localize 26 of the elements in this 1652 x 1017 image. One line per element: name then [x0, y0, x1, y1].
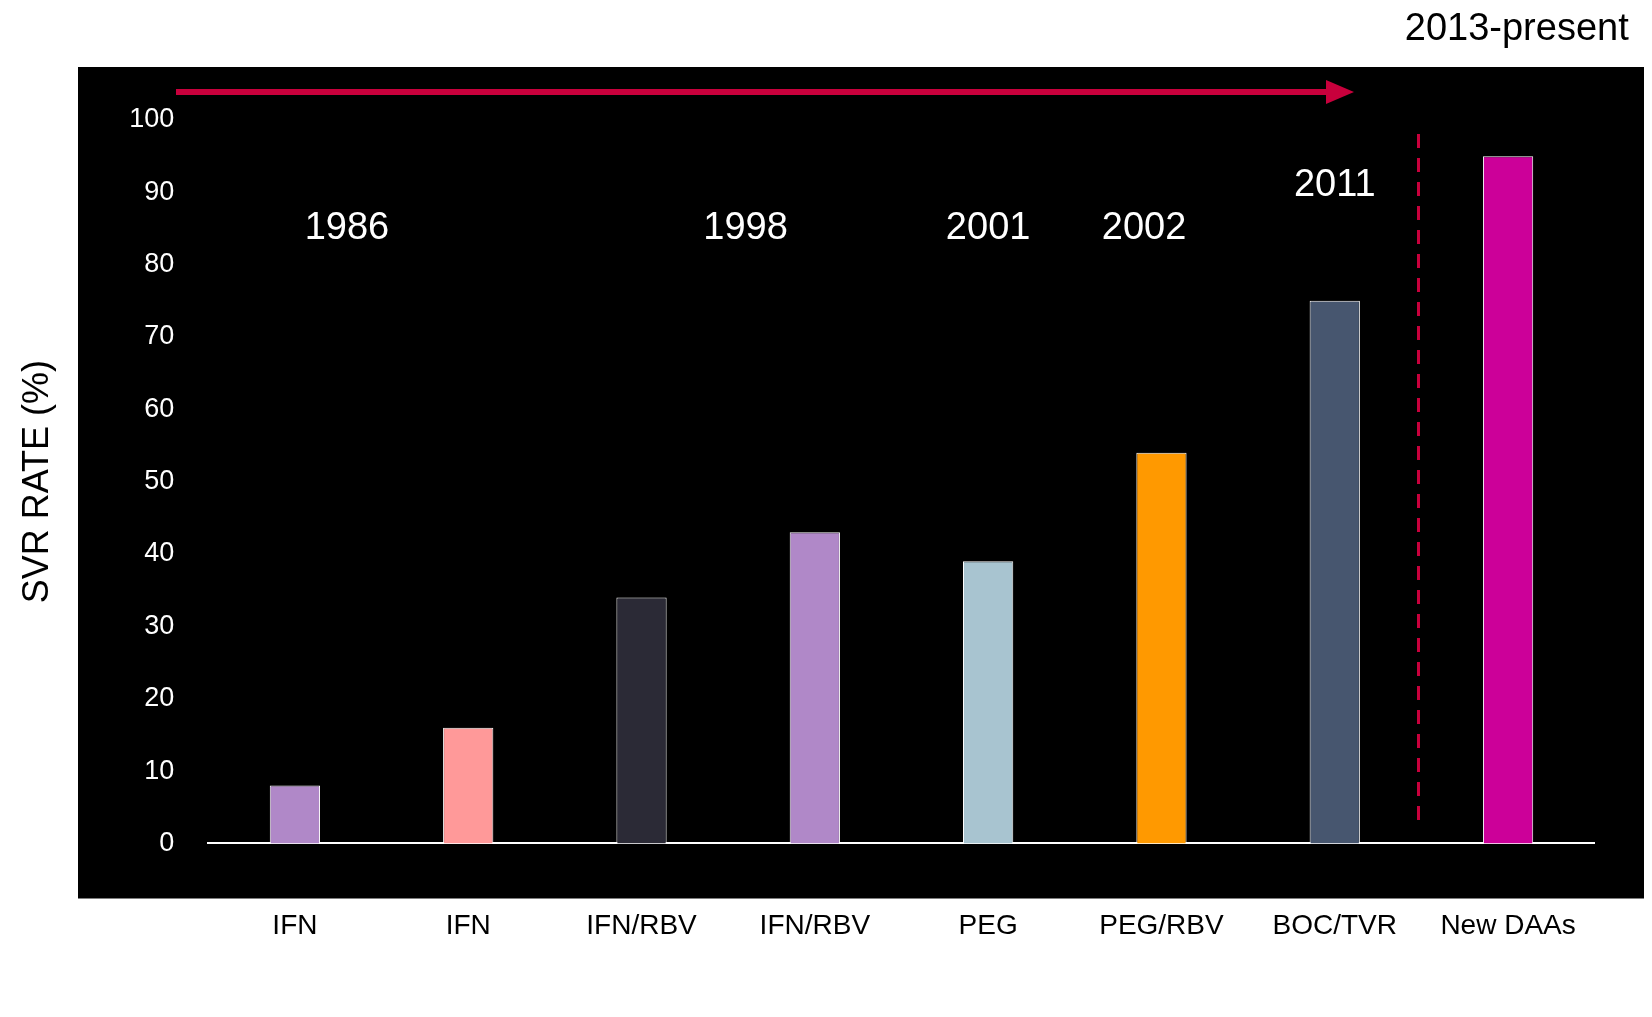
y-tick-label: 30	[144, 609, 175, 640]
y-tick-label: 50	[144, 465, 175, 496]
y-tick-label: 40	[144, 537, 175, 568]
x-tick-label: IFN/RBV	[759, 908, 871, 940]
y-tick-label: 70	[144, 320, 175, 351]
y-tick-label: 0	[159, 826, 175, 857]
y-axis-title: SVR RATE (%)	[14, 360, 56, 604]
y-tick-label: 100	[129, 103, 175, 134]
y-tick-label: 80	[144, 248, 175, 279]
x-tick-label: IFN	[445, 908, 491, 940]
x-tick-label: IFN/RBV	[586, 908, 698, 940]
y-tick-label: 60	[144, 392, 175, 423]
y-tick-label: 10	[144, 754, 175, 785]
text: 2013-present	[1404, 6, 1630, 49]
x-tick-label: PEG	[958, 908, 1018, 940]
y-tick-label: 90	[144, 175, 175, 206]
x-tick-label: IFN	[272, 908, 318, 940]
annotation: 1998	[703, 204, 788, 247]
y-tick-label: 20	[144, 682, 175, 713]
annotation: 2011	[1293, 161, 1376, 204]
x-tick-label: PEG/RBV	[1099, 908, 1225, 940]
annotation: 2001	[945, 204, 1031, 247]
annotation: 2002	[1101, 204, 1187, 247]
x-tick-label: BOC/TVR	[1272, 908, 1397, 940]
x-tick-label: New DAAs	[1440, 908, 1576, 940]
annotation: 1986	[304, 204, 390, 247]
